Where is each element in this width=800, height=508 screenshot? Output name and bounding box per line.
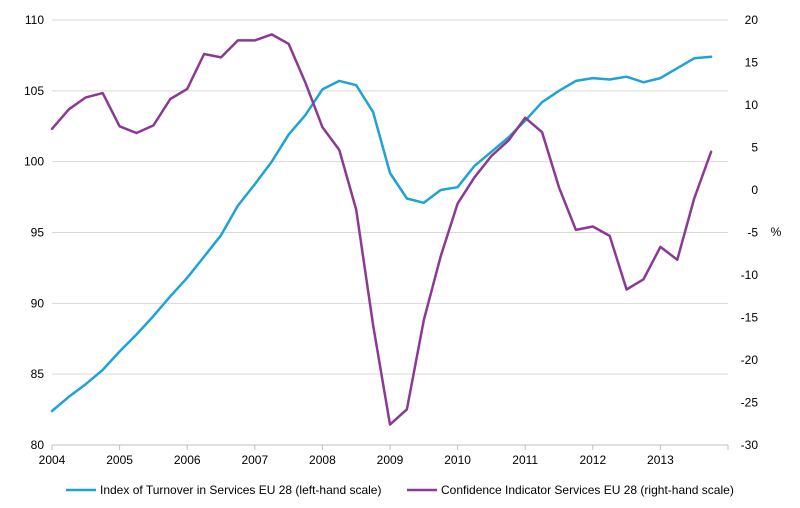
right-tick-label: -5 bbox=[747, 226, 758, 240]
right-tick-label: -15 bbox=[741, 311, 759, 325]
series-line-confidence bbox=[50, 33, 713, 426]
right-tick-label: -30 bbox=[741, 438, 759, 452]
legend: Index of Turnover in Services EU 28 (lef… bbox=[66, 483, 734, 497]
right-tick-label: 0 bbox=[751, 183, 758, 197]
x-tick-label: 2011 bbox=[512, 453, 538, 467]
right-tick-label: 10 bbox=[745, 98, 759, 112]
right-tick-label: -10 bbox=[741, 268, 759, 282]
right-tick-label: -25 bbox=[741, 396, 759, 410]
right-axis-unit: % bbox=[771, 225, 782, 239]
left-tick-label: 100 bbox=[24, 155, 44, 169]
right-axis: -30 -25 -20 -15 -10 -5 0 5 10 15 20 bbox=[741, 13, 759, 452]
right-tick-label: 20 bbox=[745, 13, 759, 27]
x-tick-label: 2005 bbox=[106, 453, 133, 467]
right-tick-label: -20 bbox=[741, 353, 759, 367]
left-tick-label: 95 bbox=[31, 226, 45, 240]
x-tick-label: 2012 bbox=[579, 453, 606, 467]
left-tick-label: 110 bbox=[25, 13, 44, 27]
x-tick-label: 2013 bbox=[647, 453, 674, 467]
gridlines bbox=[52, 19, 728, 446]
series-layer bbox=[50, 33, 713, 426]
x-tick-label: 2007 bbox=[241, 453, 268, 467]
legend-label-turnover: Index of Turnover in Services EU 28 (lef… bbox=[100, 483, 381, 497]
x-tick-label: 2010 bbox=[444, 453, 471, 467]
right-tick-label: 15 bbox=[745, 56, 759, 70]
x-tick-label: 2004 bbox=[39, 453, 66, 467]
left-axis: 80 85 90 95 100 105 110 bbox=[24, 13, 44, 452]
left-tick-label: 85 bbox=[31, 367, 45, 381]
right-tick-label: 5 bbox=[751, 141, 758, 155]
series-line-turnover bbox=[50, 55, 713, 413]
legend-label-confidence: Confidence Indicator Services EU 28 (rig… bbox=[441, 483, 734, 497]
x-tick-label: 2009 bbox=[377, 453, 404, 467]
x-axis: 2004 2005 2006 2007 2008 2009 2010 2011 2012 2013 bbox=[39, 444, 729, 467]
left-tick-label: 90 bbox=[31, 296, 45, 310]
left-tick-label: 105 bbox=[24, 84, 44, 98]
left-tick-label: 80 bbox=[31, 438, 45, 452]
x-tick-label: 2006 bbox=[174, 453, 201, 467]
x-tick-label: 2008 bbox=[309, 453, 336, 467]
